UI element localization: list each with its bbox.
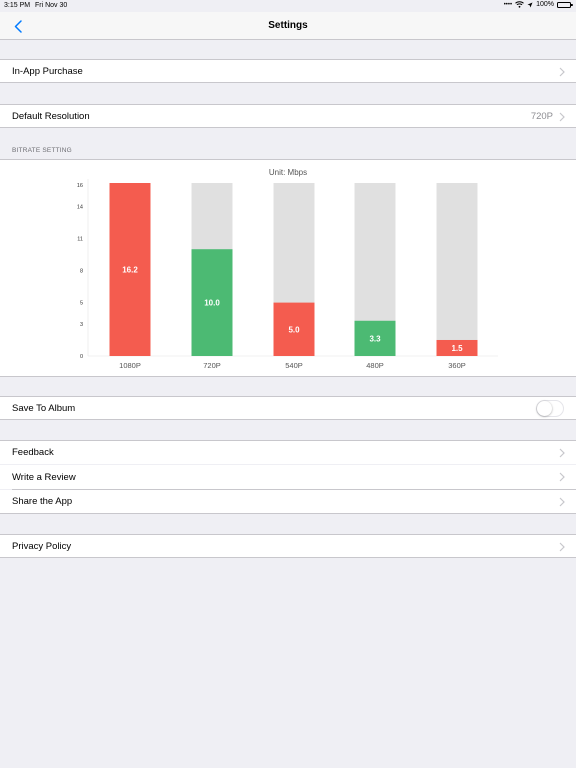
share-app-label: Share the App [12,495,73,507]
x-tick-label: 1080P [119,361,141,370]
chevron-right-icon [559,112,565,122]
chevron-right-icon [559,67,565,77]
navigation-bar: Settings [0,12,576,40]
save-to-album-label: Save To Album [12,402,76,414]
cellular-signal-icon: •••• [503,1,513,8]
chart-title: Unit: Mbps [269,168,307,177]
y-tick-label: 5 [80,301,83,307]
write-review-label: Write a Review [12,471,76,483]
bar-value-label: 10.0 [204,299,220,308]
default-resolution-row[interactable]: Default Resolution 720P [0,104,576,128]
chevron-right-icon [559,542,565,552]
y-tick-label: 11 [77,237,83,243]
in-app-purchase-row[interactable]: In-App Purchase [0,59,576,83]
status-time: 3:15 PM [4,2,31,9]
share-app-row[interactable]: Share the App [0,489,576,514]
wifi-icon [515,1,524,8]
bitrate-chart: Unit: Mbps 0 3 5 8 11 14 16 16.2 1080P 10.0 720P 5… [77,168,498,370]
feedback-label: Feedback [12,447,54,458]
page-title: Settings [268,20,308,31]
bar-value-label: 1.5 [451,344,463,353]
bar-value-label: 3.3 [369,334,381,343]
default-resolution-value: 720P [530,110,553,122]
location-arrow-icon [527,2,533,7]
save-to-album-row: Save To Album [0,396,576,420]
in-app-purchase-label: In-App Purchase [12,65,83,77]
chevron-right-icon [559,448,565,458]
bar-value-label: 5.0 [288,325,300,334]
bar-value-label: 16.2 [122,266,138,275]
y-tick-label: 14 [77,204,83,210]
chevron-right-icon [559,472,565,482]
bitrate-section-header: BITRATE SETTING [12,147,72,154]
back-button[interactable] [10,18,26,34]
row-divider [12,489,576,490]
x-tick-label: 540P [285,361,303,370]
toggle-knob [537,401,552,416]
privacy-policy-row[interactable]: Privacy Policy [0,534,576,558]
write-review-row[interactable]: Write a Review [0,465,576,489]
x-tick-label: 480P [366,361,384,370]
y-tick-label: 16 [77,183,83,189]
bar-360p[interactable] [436,339,478,356]
chevron-right-icon [559,497,565,506]
bar-540p[interactable] [273,302,315,356]
chevron-left-icon [14,19,22,33]
row-divider [12,464,576,465]
feedback-row[interactable]: Feedback [0,440,576,464]
bar-track [436,183,478,356]
status-date: Fri Nov 30 [35,2,68,9]
default-resolution-label: Default Resolution [12,110,90,122]
save-to-album-toggle[interactable] [536,400,564,417]
y-tick-label: 0 [80,354,83,360]
x-tick-label: 720P [203,361,221,370]
status-indicators: •••• 100% [503,1,573,8]
y-tick-label: 3 [80,322,83,328]
bar-480p[interactable] [354,320,396,356]
privacy-policy-label: Privacy Policy [12,540,72,552]
bar-720p[interactable] [191,249,233,356]
bitrate-chart-panel: Unit: Mbps 0 3 5 8 11 14 16 16.2 1080P 10.0 720P 5… [0,159,576,377]
battery-icon [557,1,573,8]
x-tick-label: 360P [448,361,466,370]
bar-1080p[interactable] [109,183,151,356]
battery-percent: 100% [536,1,554,8]
status-bar: 3:15 PM Fri Nov 30 •••• 100% [0,0,576,12]
y-tick-label: 8 [80,269,83,275]
